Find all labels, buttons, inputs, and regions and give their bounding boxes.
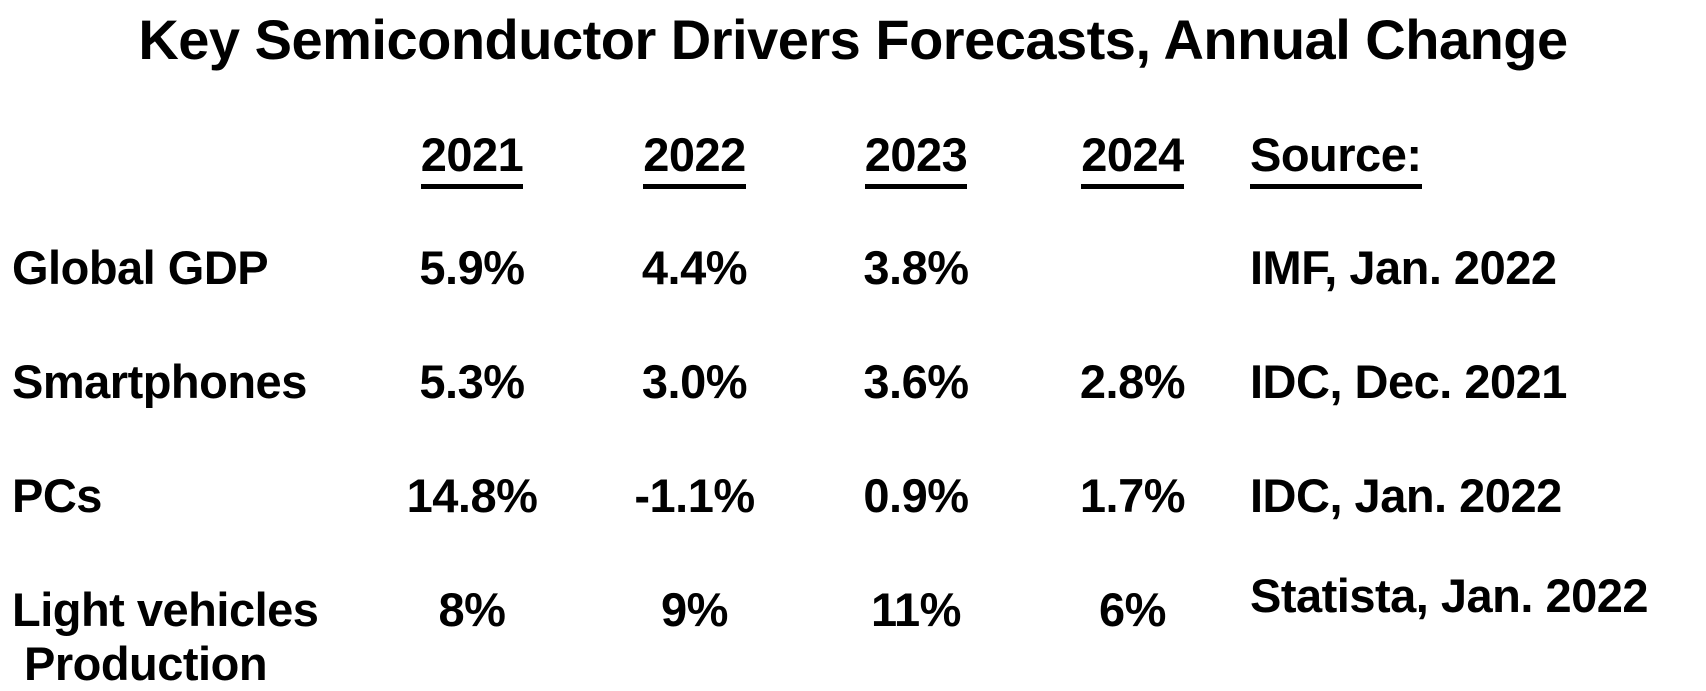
column-header-2023: 2023: [807, 128, 1025, 189]
column-header-2021: 2021: [362, 128, 582, 189]
value-2022: 9%: [661, 583, 728, 636]
page-title: Key Semiconductor Drivers Forecasts, Ann…: [138, 8, 1568, 71]
row-source: IDC, Jan. 2022: [1250, 469, 1562, 522]
value-2024: 2.8%: [1079, 355, 1186, 408]
value-2023: 3.6%: [863, 355, 969, 408]
value-2022: -1.1%: [634, 469, 755, 522]
value-2023: 11%: [871, 583, 961, 636]
row-source: IMF, Jan. 2022: [1250, 241, 1557, 294]
value-2024: 6%: [1099, 583, 1166, 636]
value-2023: 3.8%: [863, 241, 969, 294]
value-2021: 8%: [438, 583, 506, 636]
row-label: Global GDP: [12, 241, 269, 294]
value-2021: 14.8%: [406, 469, 538, 522]
table-row-global-gdp: Global GDP 5.9% 4.4% 3.8% IMF, Jan. 2022: [12, 241, 1694, 295]
column-header-2024: 2024: [1025, 128, 1240, 189]
row-label: PCs: [12, 469, 102, 522]
value-2022: 4.4%: [641, 241, 748, 294]
value-2022: 3.0%: [641, 355, 748, 408]
table-row-smartphones: Smartphones 5.3% 3.0% 3.6% 2.8% IDC, Dec…: [12, 355, 1694, 409]
value-2023: 0.9%: [863, 469, 969, 522]
row-label: Smartphones: [12, 355, 307, 408]
value-2024: 1.7%: [1079, 469, 1186, 522]
table-row-pcs: PCs 14.8% -1.1% 0.9% 1.7% IDC, Jan. 2022: [12, 469, 1694, 523]
table-header-row: 2021 2022 2023 2024 Source:: [12, 128, 1694, 189]
column-header-2022: 2022: [582, 128, 807, 189]
value-2021: 5.9%: [419, 241, 525, 294]
row-source: Statista, Jan. 2022: [1250, 569, 1649, 622]
row-label: Light vehicles Production: [12, 583, 319, 690]
column-header-source: Source:: [1240, 128, 1694, 189]
value-2021: 5.3%: [419, 355, 525, 408]
table-row-light-vehicles-production: Light vehicles Production 8% 9% 11% 6% S…: [12, 569, 1694, 691]
row-source: IDC, Dec. 2021: [1250, 355, 1567, 408]
